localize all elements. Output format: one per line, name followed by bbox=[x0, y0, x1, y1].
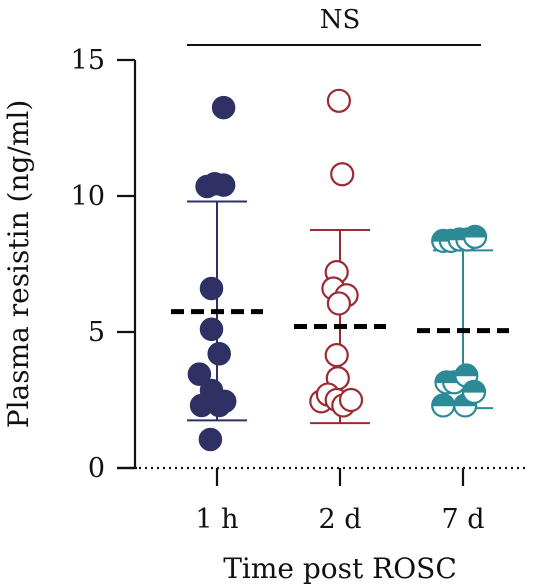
data-point bbox=[463, 224, 488, 249]
data-point bbox=[187, 362, 212, 386]
data-point-fill bbox=[463, 225, 487, 238]
y-axis-label: Plasma resistin (ng/ml) bbox=[2, 100, 35, 429]
data-point bbox=[211, 95, 236, 120]
data-point bbox=[199, 276, 224, 301]
data-point bbox=[199, 317, 224, 342]
data-point bbox=[212, 389, 237, 414]
x-tick-label: 7 d bbox=[441, 504, 484, 535]
x-tick-label: 1 h bbox=[195, 504, 238, 535]
data-point bbox=[326, 291, 351, 316]
x-tick-label: 2 d bbox=[318, 504, 361, 535]
y-tick-label: 0 bbox=[88, 453, 105, 484]
data-point bbox=[198, 427, 223, 452]
data-point bbox=[461, 379, 487, 404]
data-points bbox=[171, 88, 509, 452]
y-ticks: 0 5 10 15 bbox=[71, 45, 135, 484]
data-point-fill bbox=[431, 393, 455, 407]
x-axis-label: Time post ROSC bbox=[223, 552, 457, 585]
data-point bbox=[207, 342, 231, 366]
significance-annotation: NS bbox=[187, 5, 481, 46]
data-point bbox=[326, 88, 351, 113]
data-point bbox=[338, 387, 364, 413]
y-tick-label: 5 bbox=[88, 317, 105, 348]
data-point bbox=[330, 162, 355, 187]
data-point-fill bbox=[462, 380, 486, 393]
data-point bbox=[324, 343, 349, 368]
data-point bbox=[211, 173, 236, 197]
data-point-fill bbox=[454, 363, 479, 377]
y-tick-label: 15 bbox=[71, 45, 105, 76]
x-ticks: 1 h 2 d 7 d bbox=[195, 468, 485, 535]
y-tick-label: 10 bbox=[71, 181, 105, 212]
data-point bbox=[431, 393, 456, 418]
significance-label: NS bbox=[320, 5, 361, 35]
